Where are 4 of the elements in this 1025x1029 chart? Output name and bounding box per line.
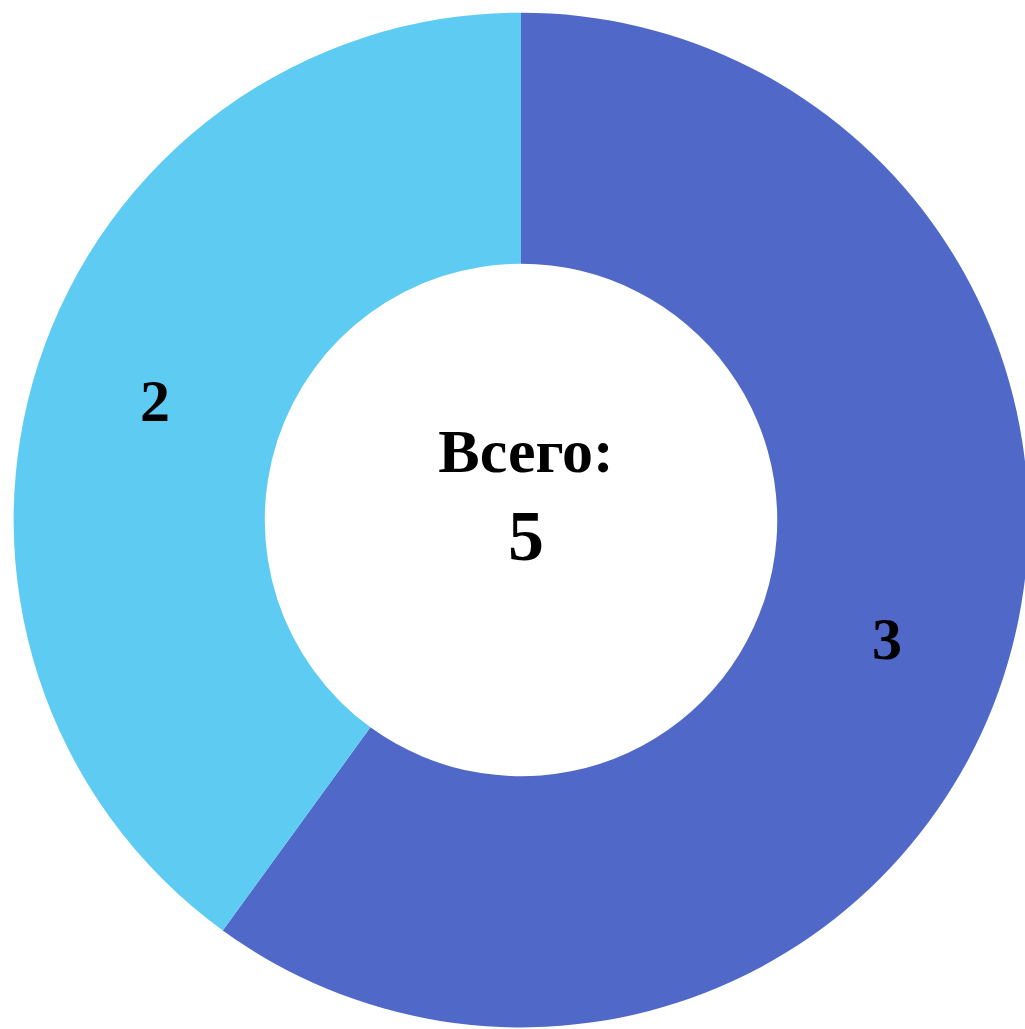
data-label: 2 — [140, 368, 171, 435]
text: 5 — [508, 496, 544, 576]
data-label: 3 — [871, 605, 902, 672]
text: Всего: — [438, 417, 614, 485]
